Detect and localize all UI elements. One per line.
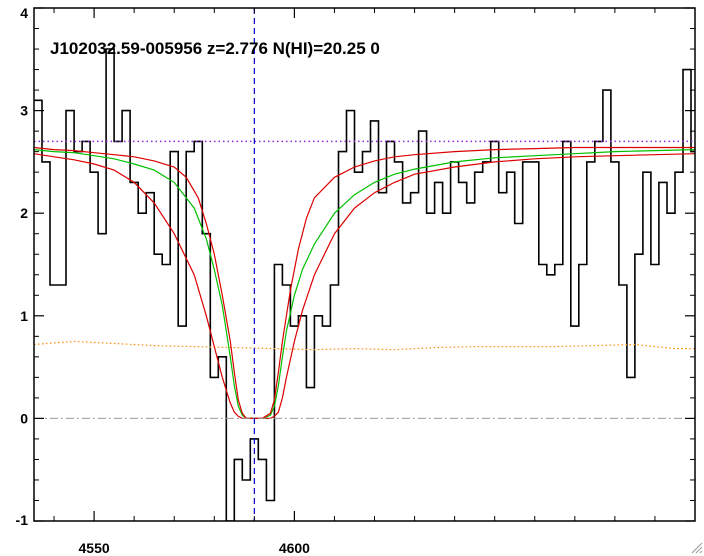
x-tick-label: 4600: [279, 540, 310, 556]
y-tick-label: 0: [20, 410, 28, 426]
fit-upper-series: [34, 146, 695, 419]
resize-grip-icon[interactable]: [691, 542, 703, 554]
y-tick-label: 3: [20, 103, 28, 119]
x-tick-label: 4550: [79, 540, 110, 556]
fit-series: [34, 149, 695, 419]
y-tick-label: 4: [20, 5, 28, 21]
reference-lines: [34, 8, 695, 521]
axes: -1 0 1 2 3 4 4550 4600: [16, 5, 696, 556]
flux-step-series: [34, 48, 695, 521]
y-tick-label: 2: [20, 205, 28, 221]
chart-title: J102032.59-005956 z=2.776 N(HI)=20.25 0: [50, 39, 380, 58]
error-series: [34, 340, 695, 351]
plot-frame: [33, 7, 696, 522]
fit-lower-series: [34, 153, 695, 419]
y-tick-label: 1: [20, 308, 28, 324]
y-tick-label: -1: [16, 512, 29, 528]
series-layer: [34, 48, 695, 521]
